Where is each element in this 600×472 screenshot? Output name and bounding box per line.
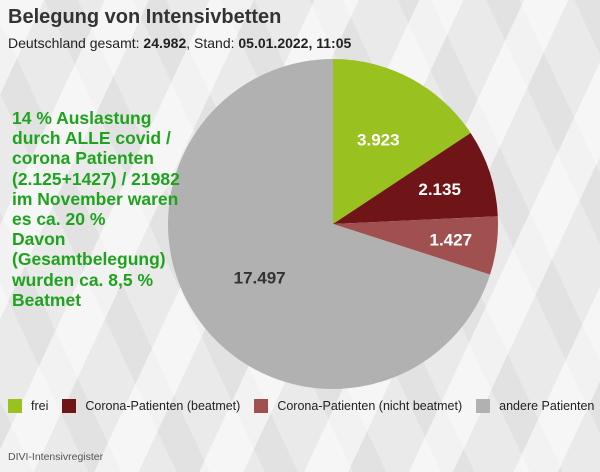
legend-item: Corona-Patienten (beatmet) <box>62 399 240 413</box>
legend-swatch <box>476 399 491 413</box>
legend-swatch <box>62 399 77 413</box>
pie-label-andere-patienten: 17.497 <box>234 268 286 287</box>
pie-label-corona-patienten-beatmet: 2.135 <box>418 180 461 199</box>
chart-title: Belegung von Intensivbetten <box>8 6 282 28</box>
pie-label-frei: 3.923 <box>357 131 400 150</box>
legend-swatch <box>254 399 269 413</box>
legend-label: Corona-Patienten (beatmet) <box>85 399 241 413</box>
legend-swatch <box>8 399 22 413</box>
pie-slice-andere-patienten <box>167 59 491 389</box>
annotation-text: 14 % Auslastung durch ALLE covid / coron… <box>12 108 180 310</box>
subtitle-date: 05.01.2022, 11:05 <box>238 35 352 51</box>
legend-label: frei <box>31 399 49 413</box>
legend-item: Corona-Patienten (nicht beatmet) <box>254 399 462 413</box>
chart-legend: frei Corona-Patienten (beatmet) Corona-Pat… <box>8 399 598 413</box>
source-note: DIVI-Intensivregister <box>8 451 104 463</box>
legend-label: Corona-Patienten (nicht beatmet) <box>277 399 463 413</box>
legend-item: andere Patienten <box>476 399 594 413</box>
subtitle-prefix: Deutschland gesamt: <box>8 35 144 51</box>
legend-label: andere Patienten <box>499 399 595 413</box>
pie-slice-corona-patienten-nicht-beatmet <box>333 216 499 275</box>
pie-label-corona-patienten-nicht-beatmet: 1.427 <box>429 231 472 250</box>
legend-item: frei <box>8 399 48 413</box>
chart-subtitle: Deutschland gesamt: 24.982, Stand: 05.01… <box>8 35 351 51</box>
pie-slice-corona-patienten-beatmet <box>333 133 498 224</box>
pie-slice-frei <box>333 59 471 224</box>
subtitle-total: 24.982 <box>143 35 187 51</box>
subtitle-stand: , Stand: <box>186 35 239 51</box>
